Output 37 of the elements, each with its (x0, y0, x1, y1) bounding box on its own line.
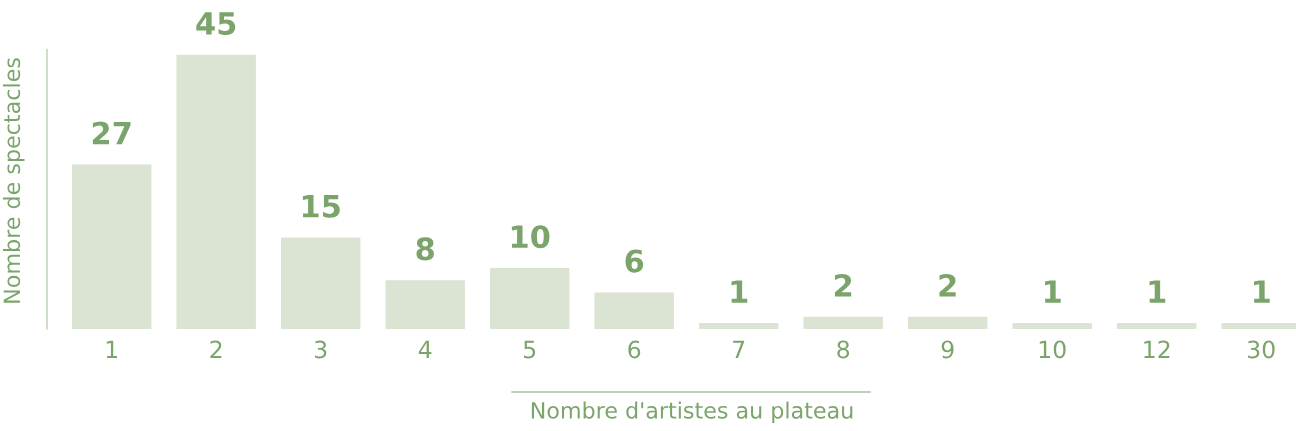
data-label: 45 (196, 12, 236, 36)
y-axis-title: Nombre de spectacles (3, 58, 25, 303)
data-label: 27 (92, 121, 131, 145)
x-tick-label: 2 (210, 340, 222, 359)
bar (907, 316, 988, 329)
x-axis-title: Nombre d'artistes au plateau (531, 401, 853, 423)
x-tick-label: 3 (314, 340, 327, 359)
data-label: 6 (625, 249, 644, 273)
x-tick-label: 6 (628, 340, 641, 359)
data-label: 1 (1149, 280, 1166, 303)
x-tick-label: 5 (524, 340, 536, 359)
x-tick-label: 8 (837, 340, 850, 359)
bar (385, 280, 465, 329)
data-label: 10 (511, 225, 550, 249)
bar (1012, 322, 1092, 329)
data-label: 1 (1254, 280, 1270, 303)
bar (594, 292, 674, 329)
bar (71, 164, 152, 329)
x-tick-label: 12 (1144, 340, 1170, 359)
data-label: 1 (1045, 280, 1061, 303)
data-label: 8 (416, 237, 434, 261)
data-label: 2 (834, 273, 852, 297)
bar (803, 316, 883, 329)
x-tick-label: 30 (1247, 340, 1275, 359)
x-tick-label: 9 (941, 340, 954, 359)
bar (176, 54, 256, 329)
x-tick-label: 10 (1039, 340, 1066, 359)
bar (280, 237, 361, 329)
x-tick-label: 1 (106, 340, 118, 359)
bar (1116, 322, 1197, 329)
data-label: 15 (302, 195, 340, 218)
x-tick-label: 7 (733, 340, 745, 359)
bar (698, 322, 779, 329)
x-tick-label: 4 (418, 340, 432, 359)
data-label: 2 (939, 273, 956, 297)
bar (489, 268, 570, 329)
data-label: 1 (731, 280, 748, 303)
